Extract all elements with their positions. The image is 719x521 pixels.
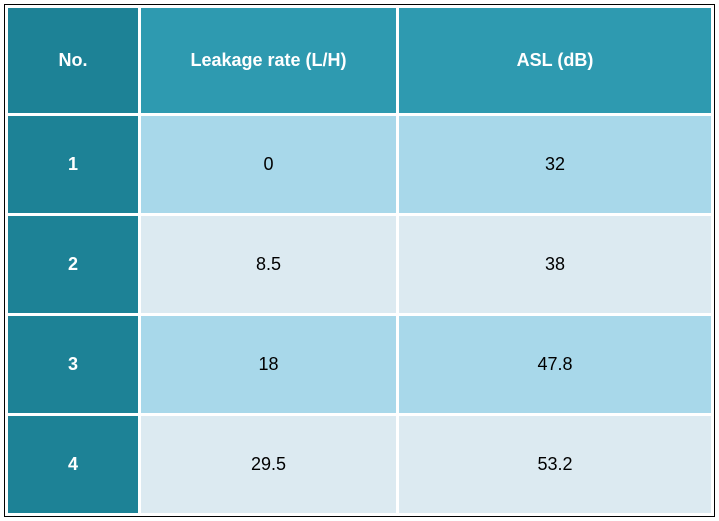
row-rate-cell: 0 (141, 116, 396, 213)
col-header-no: No. (8, 8, 138, 113)
leakage-asl-table: No. Leakage rate (L/H) ASL (dB) 1 0 32 2… (4, 4, 715, 517)
row-asl-cell: 47.8 (399, 316, 711, 413)
row-rate-cell: 8.5 (141, 216, 396, 313)
row-rate-cell: 29.5 (141, 416, 396, 513)
table-row: 4 29.5 53.2 (8, 416, 711, 513)
table-row: 1 0 32 (8, 116, 711, 213)
table-row: 2 8.5 38 (8, 216, 711, 313)
table-row: 3 18 47.8 (8, 316, 711, 413)
row-asl-cell: 53.2 (399, 416, 711, 513)
row-no-cell: 1 (8, 116, 138, 213)
row-no-cell: 4 (8, 416, 138, 513)
row-rate-cell: 18 (141, 316, 396, 413)
row-asl-cell: 32 (399, 116, 711, 213)
row-no-cell: 2 (8, 216, 138, 313)
col-header-asl: ASL (dB) (399, 8, 711, 113)
row-asl-cell: 38 (399, 216, 711, 313)
row-no-cell: 3 (8, 316, 138, 413)
col-header-rate: Leakage rate (L/H) (141, 8, 396, 113)
table-header-row: No. Leakage rate (L/H) ASL (dB) (8, 8, 711, 113)
